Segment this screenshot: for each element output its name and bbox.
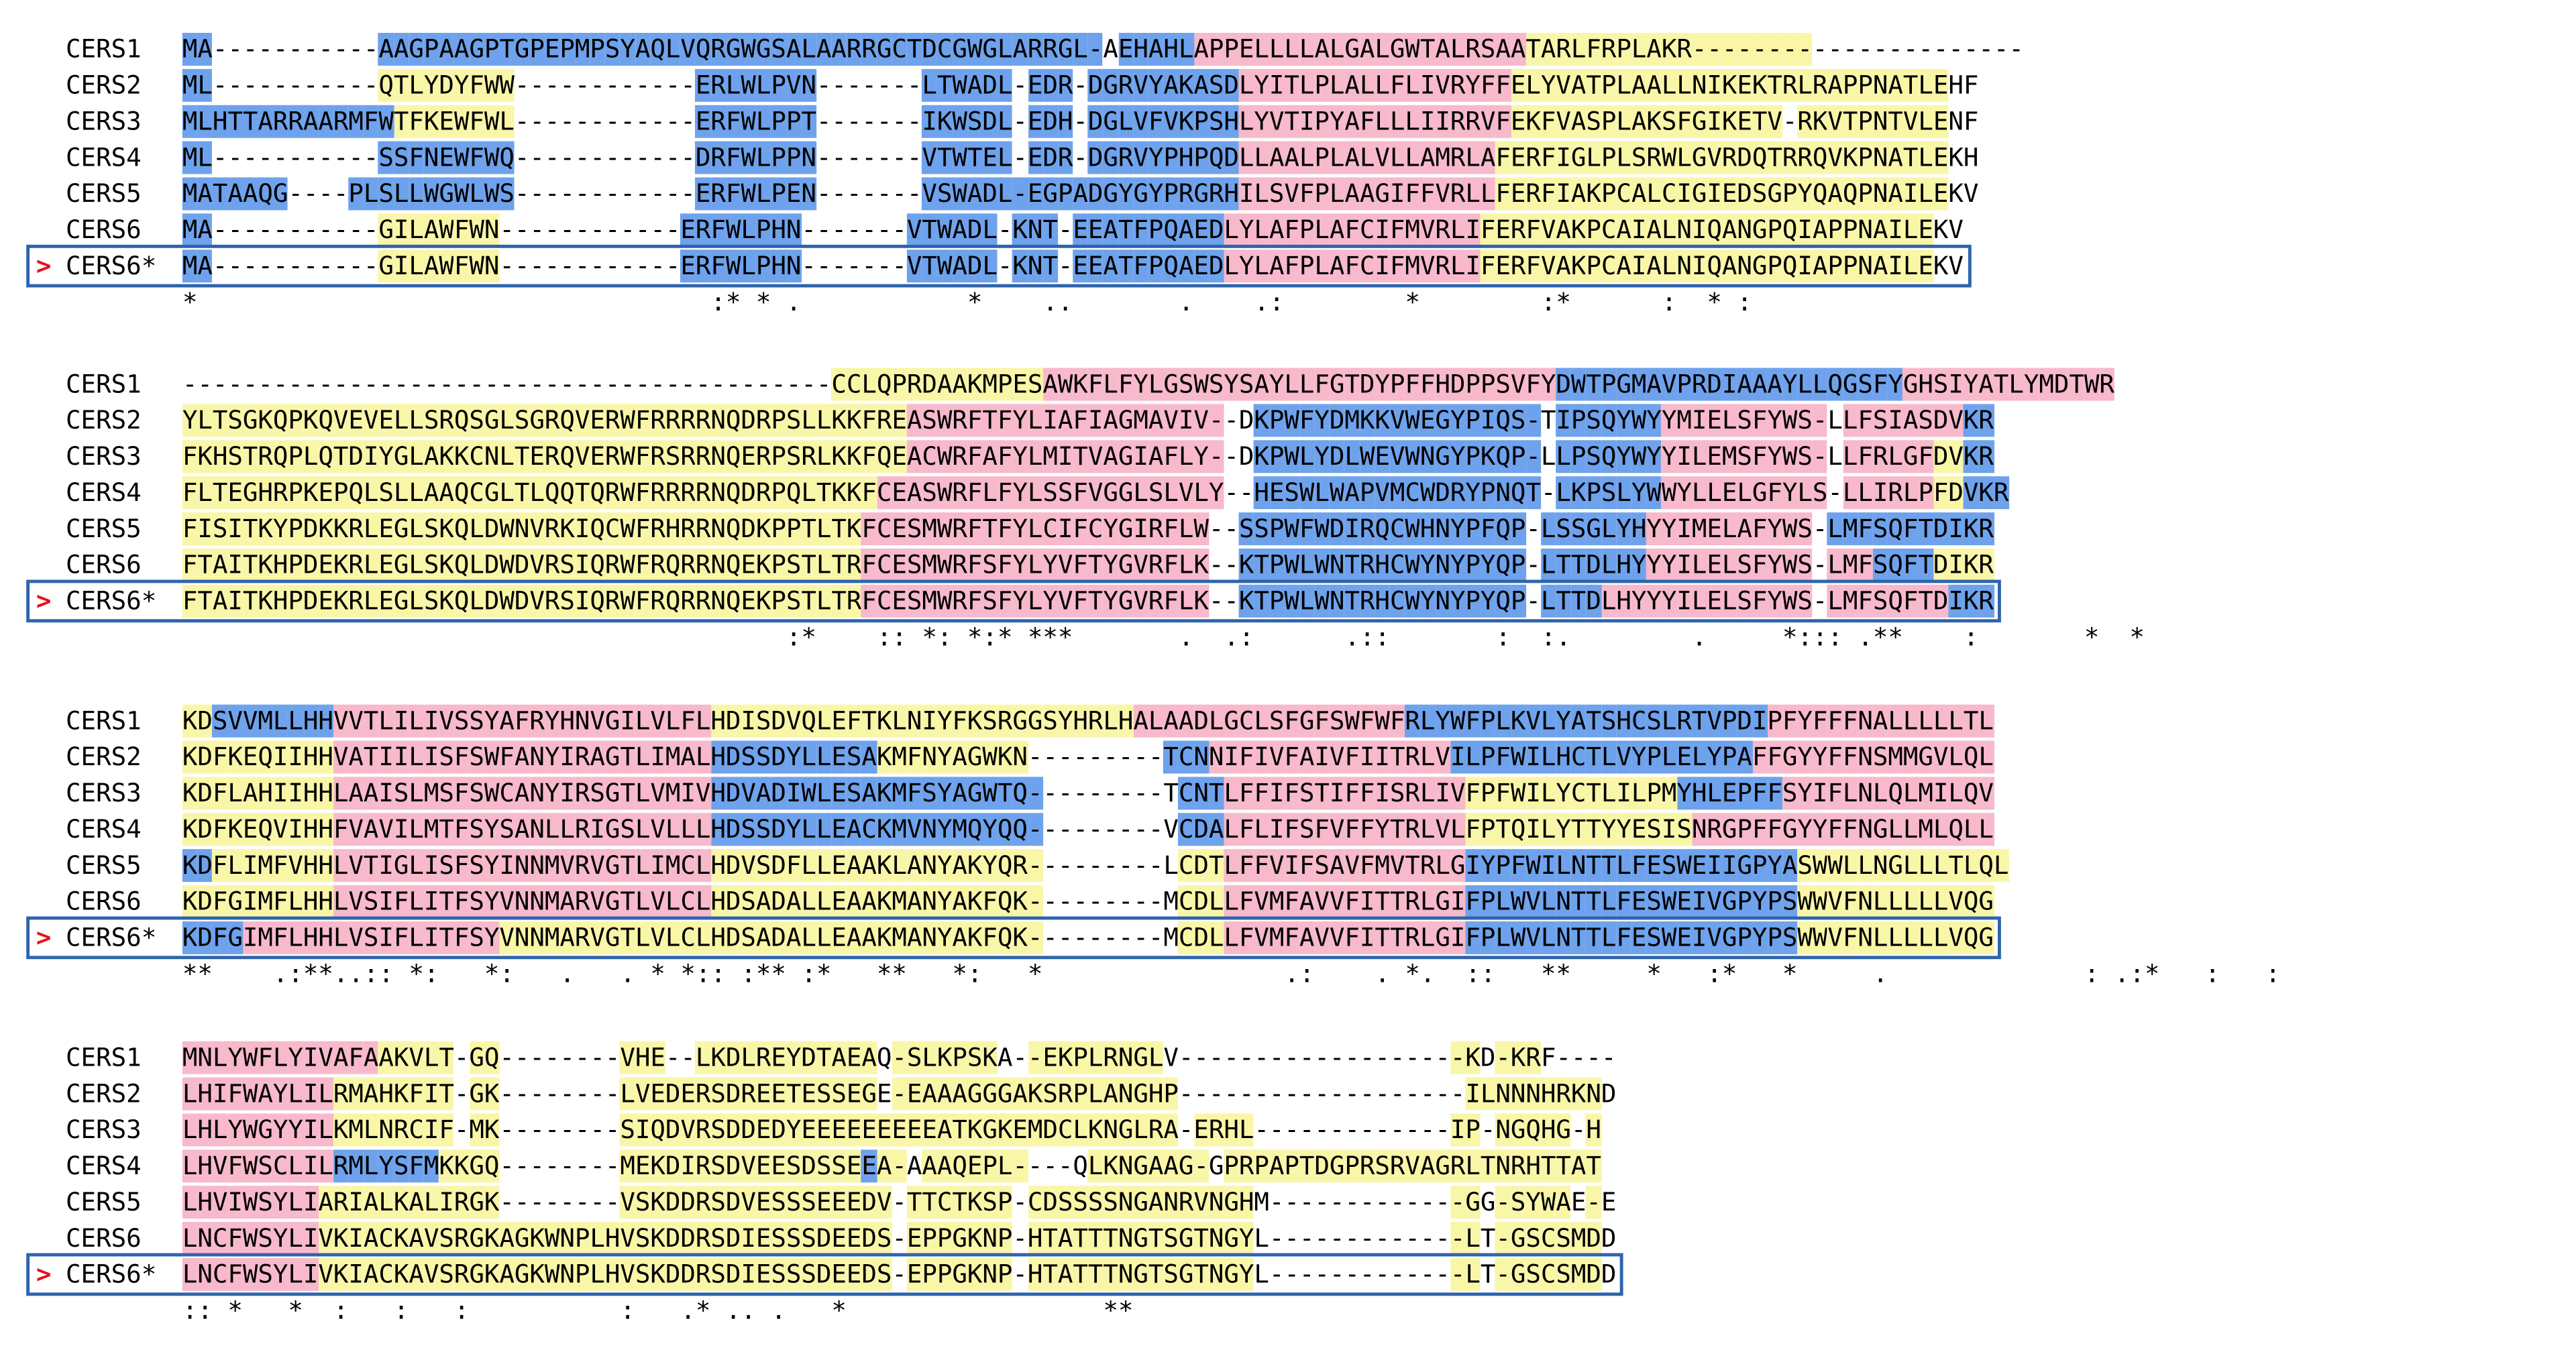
- sequence-label: CERS2: [65, 70, 142, 101]
- sequence-label: CERS3: [65, 107, 142, 137]
- sequence-residues: KDFGIMFLHHLVSIFLITFSYVNNMARVGTLVLCLHDSAD…: [182, 921, 1994, 954]
- sequence-label: CERS2: [65, 742, 142, 773]
- sequence-residues: LHLYWGYYILKMLNRCIF-MK--------SIQDVRSDDED…: [182, 1113, 1601, 1147]
- consensus-symbols: * :* * . * .. . .: * :* : * :: [182, 287, 1752, 317]
- consensus-symbols: ** .:**..:: *: *: . . * *:: :** :* ** *:…: [182, 959, 2281, 989]
- sequence-residues: KDFKEQIIHHVATIILISFSWFANYIRAGTLIMALHDSSD…: [182, 740, 1994, 774]
- sequence-residues: MA-----------GILAWFWN------------ERFWLPH…: [182, 213, 1964, 247]
- sequence-label: CERS1: [65, 370, 142, 400]
- sequence-residues: YLTSGKQPKQVEVELLSRQSGLSGRQVERWFRRRRNQDRP…: [182, 404, 1994, 437]
- sequence-residues: MA-----------AAGPAAGPTGPEPMPSYAQLVQRGWGS…: [182, 32, 2024, 66]
- sequence-label: CERS6*: [65, 923, 157, 953]
- sequence-label: CERS1: [65, 706, 142, 736]
- query-highlight-box: [26, 244, 1971, 288]
- query-highlight-box: [26, 579, 2001, 623]
- sequence-residues: MATAAQG----PLSLLWGWLWS------------ERFWLP…: [182, 177, 1978, 211]
- sequence-label: CERS5: [65, 850, 142, 881]
- sequence-label: CERS4: [65, 143, 142, 173]
- sequence-label: CERS6: [65, 887, 142, 917]
- sequence-residues: FTAITKHPDEKRLEGLSKQLDWDVRSIQRWFRQRRNQEKP…: [182, 548, 1994, 581]
- sequence-label: CERS6: [65, 550, 142, 580]
- sequence-residues: FKHSTRQPLQTDIYGLAKKCNLTERQVERWFRSRRNQERP…: [182, 440, 1994, 473]
- sequence-residues: ML-----------QTLYDYFWW------------ERLWLP…: [182, 68, 1978, 102]
- sequence-residues: FLTEGHRPKEPQLSLLAAQCGLTLQQTQRWFRRRRNQDRP…: [182, 476, 2008, 510]
- sequence-label: CERS6*: [65, 251, 157, 281]
- sequence-residues: MNLYWFLYIVAFAAKVLT-GQ--------VHE--LKDLRE…: [182, 1041, 1616, 1074]
- sequence-residues: KDFGIMFLHHLVSIFLITFSYVNNMARVGTLVLCLHDSAD…: [182, 885, 1994, 918]
- sequence-label: CERS5: [65, 178, 142, 209]
- sequence-residues: MLHTTARRAARMFWTFKEWFWL------------ERFWLP…: [182, 105, 1978, 138]
- sequence-label: CERS6*: [65, 1259, 157, 1290]
- sequence-residues: MA-----------GILAWFWN------------ERFWLPH…: [182, 249, 1964, 283]
- query-arrow-icon: >: [36, 251, 52, 281]
- sequence-residues: LHVIWSYLIARIALKALIRGK--------VSKDDRSDVES…: [182, 1186, 1616, 1219]
- query-arrow-icon: >: [36, 1259, 52, 1290]
- sequence-label: CERS3: [65, 778, 142, 808]
- sequence-label: CERS3: [65, 441, 142, 471]
- sequence-label: CERS6: [65, 1223, 142, 1253]
- sequence-residues: KDFKEQVIHHFVAVILMTFSYSANLLRIGSLVLLLHDSSD…: [182, 813, 1994, 846]
- sequence-label: CERS5: [65, 514, 142, 544]
- query-arrow-icon: >: [36, 586, 52, 616]
- consensus-symbols: :* :: *: *:* *** . .: .:: : :. . *::: .*…: [786, 622, 2145, 653]
- sequence-residues: ----------------------------------------…: [182, 368, 2114, 401]
- sequence-label: CERS1: [65, 34, 142, 64]
- sequence-residues: KDFLIMFVHHLVTIGLISFSYINNMVRVGTLIMCLHDVSD…: [182, 849, 2008, 883]
- sequence-label: CERS5: [65, 1187, 142, 1217]
- sequence-residues: FISITKYPDKKRLEGLSKQLDWNVRKIQCWFRHRRNQDKP…: [182, 512, 1994, 546]
- sequence-label: CERS4: [65, 477, 142, 508]
- sequence-residues: ML-----------SSFNEWFWQ------------DRFWLP…: [182, 141, 1978, 174]
- sequence-label: CERS2: [65, 405, 142, 435]
- query-highlight-box: [26, 1253, 1623, 1296]
- sequence-residues: FTAITKHPDEKRLEGLSKQLDWDVRSIQRWFRQRRNQEKP…: [182, 584, 1994, 618]
- consensus-symbols: :: * * : : : : .* .. . * **: [182, 1296, 1134, 1326]
- sequence-residues: LHIFWAYLILRMAHKFIT-GK--------LVEDERSDREE…: [182, 1077, 1616, 1111]
- sequence-label: CERS3: [65, 1115, 142, 1145]
- sequence-residues: LNCFWSYLIVKIACKAVSRGKAGKWNPLHVSKDDRSDIES…: [182, 1257, 1616, 1291]
- sequence-label: CERS1: [65, 1043, 142, 1073]
- sequence-residues: KDSVVMLLHHVVTLILIVSSYAFRYHNVGILVLFLHDISD…: [182, 704, 1994, 738]
- sequence-label: CERS6: [65, 215, 142, 245]
- sequence-residues: LHVFWSCLILRMLYSFMKKGQ--------MEKDIRSDVEE…: [182, 1149, 1601, 1183]
- sequence-residues: LNCFWSYLIVKIACKAVSRGKAGKWNPLHVSKDDRSDIES…: [182, 1222, 1616, 1255]
- sequence-residues: KDFLAHIIHHLAAISLMSFSWCANYIRSGTLVMIVHDVAD…: [182, 777, 1994, 810]
- sequence-label: CERS4: [65, 814, 142, 844]
- sequence-label: CERS4: [65, 1151, 142, 1181]
- sequence-label: CERS2: [65, 1078, 142, 1109]
- query-highlight-box: [26, 916, 2001, 960]
- query-arrow-icon: >: [36, 923, 52, 953]
- sequence-label: CERS6*: [65, 586, 157, 616]
